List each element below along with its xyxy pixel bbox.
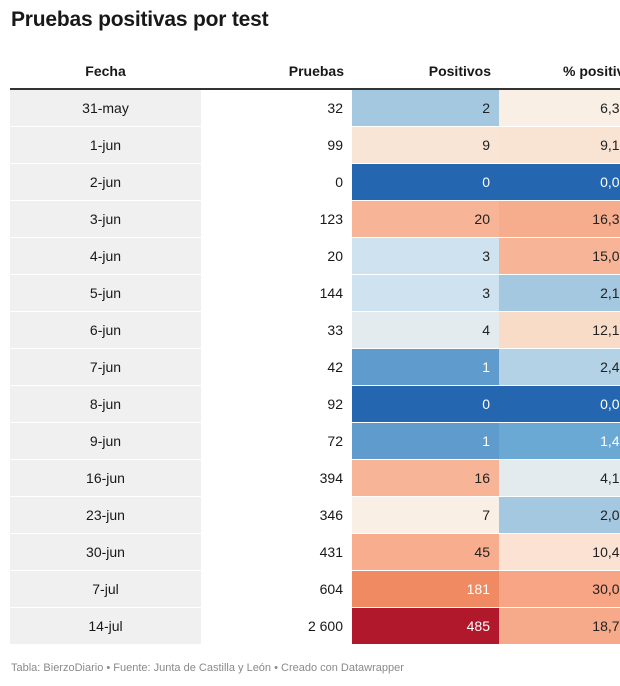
cell-pruebas: 2 600 — [201, 607, 352, 645]
cell-fecha: 7-jul — [10, 570, 201, 608]
cell-fecha: 31-may — [10, 89, 201, 127]
cell-pruebas: 0 — [201, 163, 352, 201]
cell-fecha: 6-jun — [10, 311, 201, 349]
cell-positivos: 3 — [352, 274, 499, 312]
cell-porcentaje: 0,0% — [499, 385, 620, 423]
cell-positivos: 7 — [352, 496, 499, 534]
cell-pruebas: 346 — [201, 496, 352, 534]
cell-positivos: 45 — [352, 533, 499, 571]
cell-fecha: 2-jun — [10, 163, 201, 201]
cell-fecha: 8-jun — [10, 385, 201, 423]
column-header-porcentaje[interactable]: % positivo — [499, 54, 620, 90]
cell-porcentaje: 2,1% — [499, 274, 620, 312]
cell-pruebas: 32 — [201, 89, 352, 127]
positivity-table: Fecha Pruebas Positivos % positivo 31-ma… — [10, 54, 620, 645]
cell-pruebas: 123 — [201, 200, 352, 238]
cell-pruebas: 394 — [201, 459, 352, 497]
cell-pruebas: 20 — [201, 237, 352, 275]
cell-positivos: 9 — [352, 126, 499, 164]
cell-fecha: 7-jun — [10, 348, 201, 386]
cell-positivos: 1 — [352, 348, 499, 386]
cell-pruebas: 92 — [201, 385, 352, 423]
cell-porcentaje: 4,1% — [499, 459, 620, 497]
cell-fecha: 5-jun — [10, 274, 201, 312]
cell-positivos: 4 — [352, 311, 499, 349]
cell-positivos: 485 — [352, 607, 499, 645]
cell-porcentaje: 10,4% — [499, 533, 620, 571]
cell-porcentaje: 1,4% — [499, 422, 620, 460]
column-header-positivos[interactable]: Positivos — [352, 54, 499, 90]
cell-porcentaje: 9,1% — [499, 126, 620, 164]
table-body: 31-may3226,3%1-jun9999,1%2-jun000,0%3-ju… — [10, 89, 620, 645]
cell-pruebas: 144 — [201, 274, 352, 312]
cell-fecha: 23-jun — [10, 496, 201, 534]
cell-porcentaje: 2,4% — [499, 348, 620, 386]
cell-fecha: 4-jun — [10, 237, 201, 275]
cell-pruebas: 431 — [201, 533, 352, 571]
cell-positivos: 3 — [352, 237, 499, 275]
cell-fecha: 14-jul — [10, 607, 201, 645]
column-header-fecha[interactable]: Fecha — [10, 54, 201, 90]
cell-pruebas: 99 — [201, 126, 352, 164]
cell-fecha: 1-jun — [10, 126, 201, 164]
cell-positivos: 0 — [352, 385, 499, 423]
cell-fecha: 30-jun — [10, 533, 201, 571]
cell-pruebas: 72 — [201, 422, 352, 460]
cell-fecha: 16-jun — [10, 459, 201, 497]
cell-porcentaje: 6,3% — [499, 89, 620, 127]
chart-title: Pruebas positivas por test — [11, 8, 269, 31]
column-header-pruebas[interactable]: Pruebas — [201, 54, 352, 90]
cell-porcentaje: 15,0% — [499, 237, 620, 275]
cell-positivos: 1 — [352, 422, 499, 460]
cell-positivos: 0 — [352, 163, 499, 201]
cell-porcentaje: 2,0% — [499, 496, 620, 534]
cell-pruebas: 42 — [201, 348, 352, 386]
cell-positivos: 16 — [352, 459, 499, 497]
footer-credits: Tabla: BierzoDiario • Fuente: Junta de C… — [11, 662, 404, 674]
header-row: Fecha Pruebas Positivos % positivo — [10, 54, 620, 90]
cell-porcentaje: 16,3% — [499, 200, 620, 238]
cell-porcentaje: 0,0% — [499, 163, 620, 201]
cell-fecha: 3-jun — [10, 200, 201, 238]
cell-pruebas: 33 — [201, 311, 352, 349]
cell-porcentaje: 18,7% — [499, 607, 620, 645]
cell-porcentaje: 12,1% — [499, 311, 620, 349]
cell-porcentaje: 30,0% — [499, 570, 620, 608]
cell-positivos: 20 — [352, 200, 499, 238]
cell-pruebas: 604 — [201, 570, 352, 608]
cell-fecha: 9-jun — [10, 422, 201, 460]
cell-positivos: 181 — [352, 570, 499, 608]
cell-positivos: 2 — [352, 89, 499, 127]
